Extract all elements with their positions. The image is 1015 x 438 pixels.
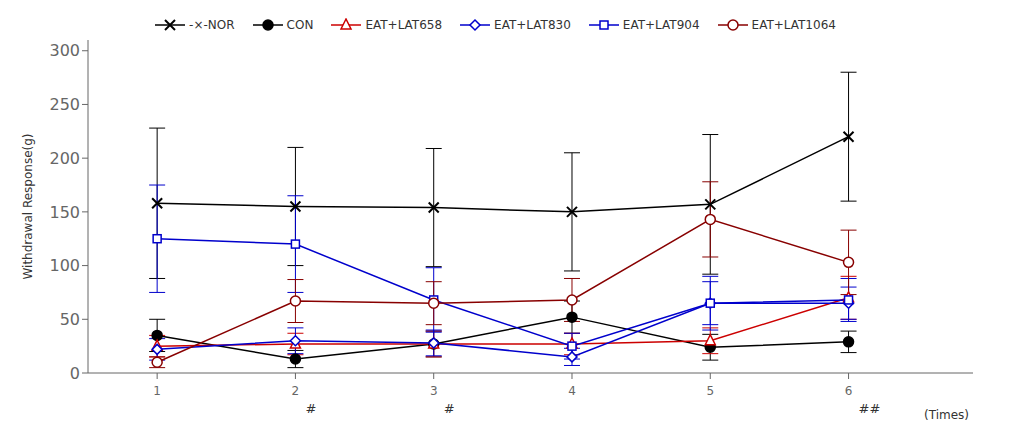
svg-text:1: 1 [153,384,161,398]
svg-text:#: # [444,401,455,416]
svg-text:##: ## [859,401,881,416]
svg-text:4: 4 [568,384,576,398]
svg-text:0: 0 [70,364,80,383]
svg-text:6: 6 [845,384,853,398]
svg-text:(Times): (Times) [924,408,969,422]
html-text:EAT+LAT904: EAT+LAT904 [622,18,700,32]
html-text:EAT+LAT830: EAT+LAT830 [494,18,571,32]
html-text:EAT+LAT658: EAT+LAT658 [365,18,443,32]
svg-text:100: 100 [49,256,80,275]
svg-text:50: 50 [60,310,80,329]
svg-text:5: 5 [706,384,714,398]
svg-text:3: 3 [430,384,438,398]
html-text:CON: CON [286,18,314,32]
svg-text:Withdrawal Response(g): Withdrawal Response(g) [21,133,35,279]
svg-text:250: 250 [49,95,80,114]
svg-text:#: # [305,401,316,416]
svg-text:2: 2 [292,384,300,398]
svg-text:300: 300 [49,41,80,60]
svg-text:150: 150 [49,203,80,222]
html-text:-×-NOR: -×-NOR [189,18,235,32]
html-text:EAT+LAT1064: EAT+LAT1064 [751,18,836,32]
svg-text:200: 200 [49,149,80,168]
